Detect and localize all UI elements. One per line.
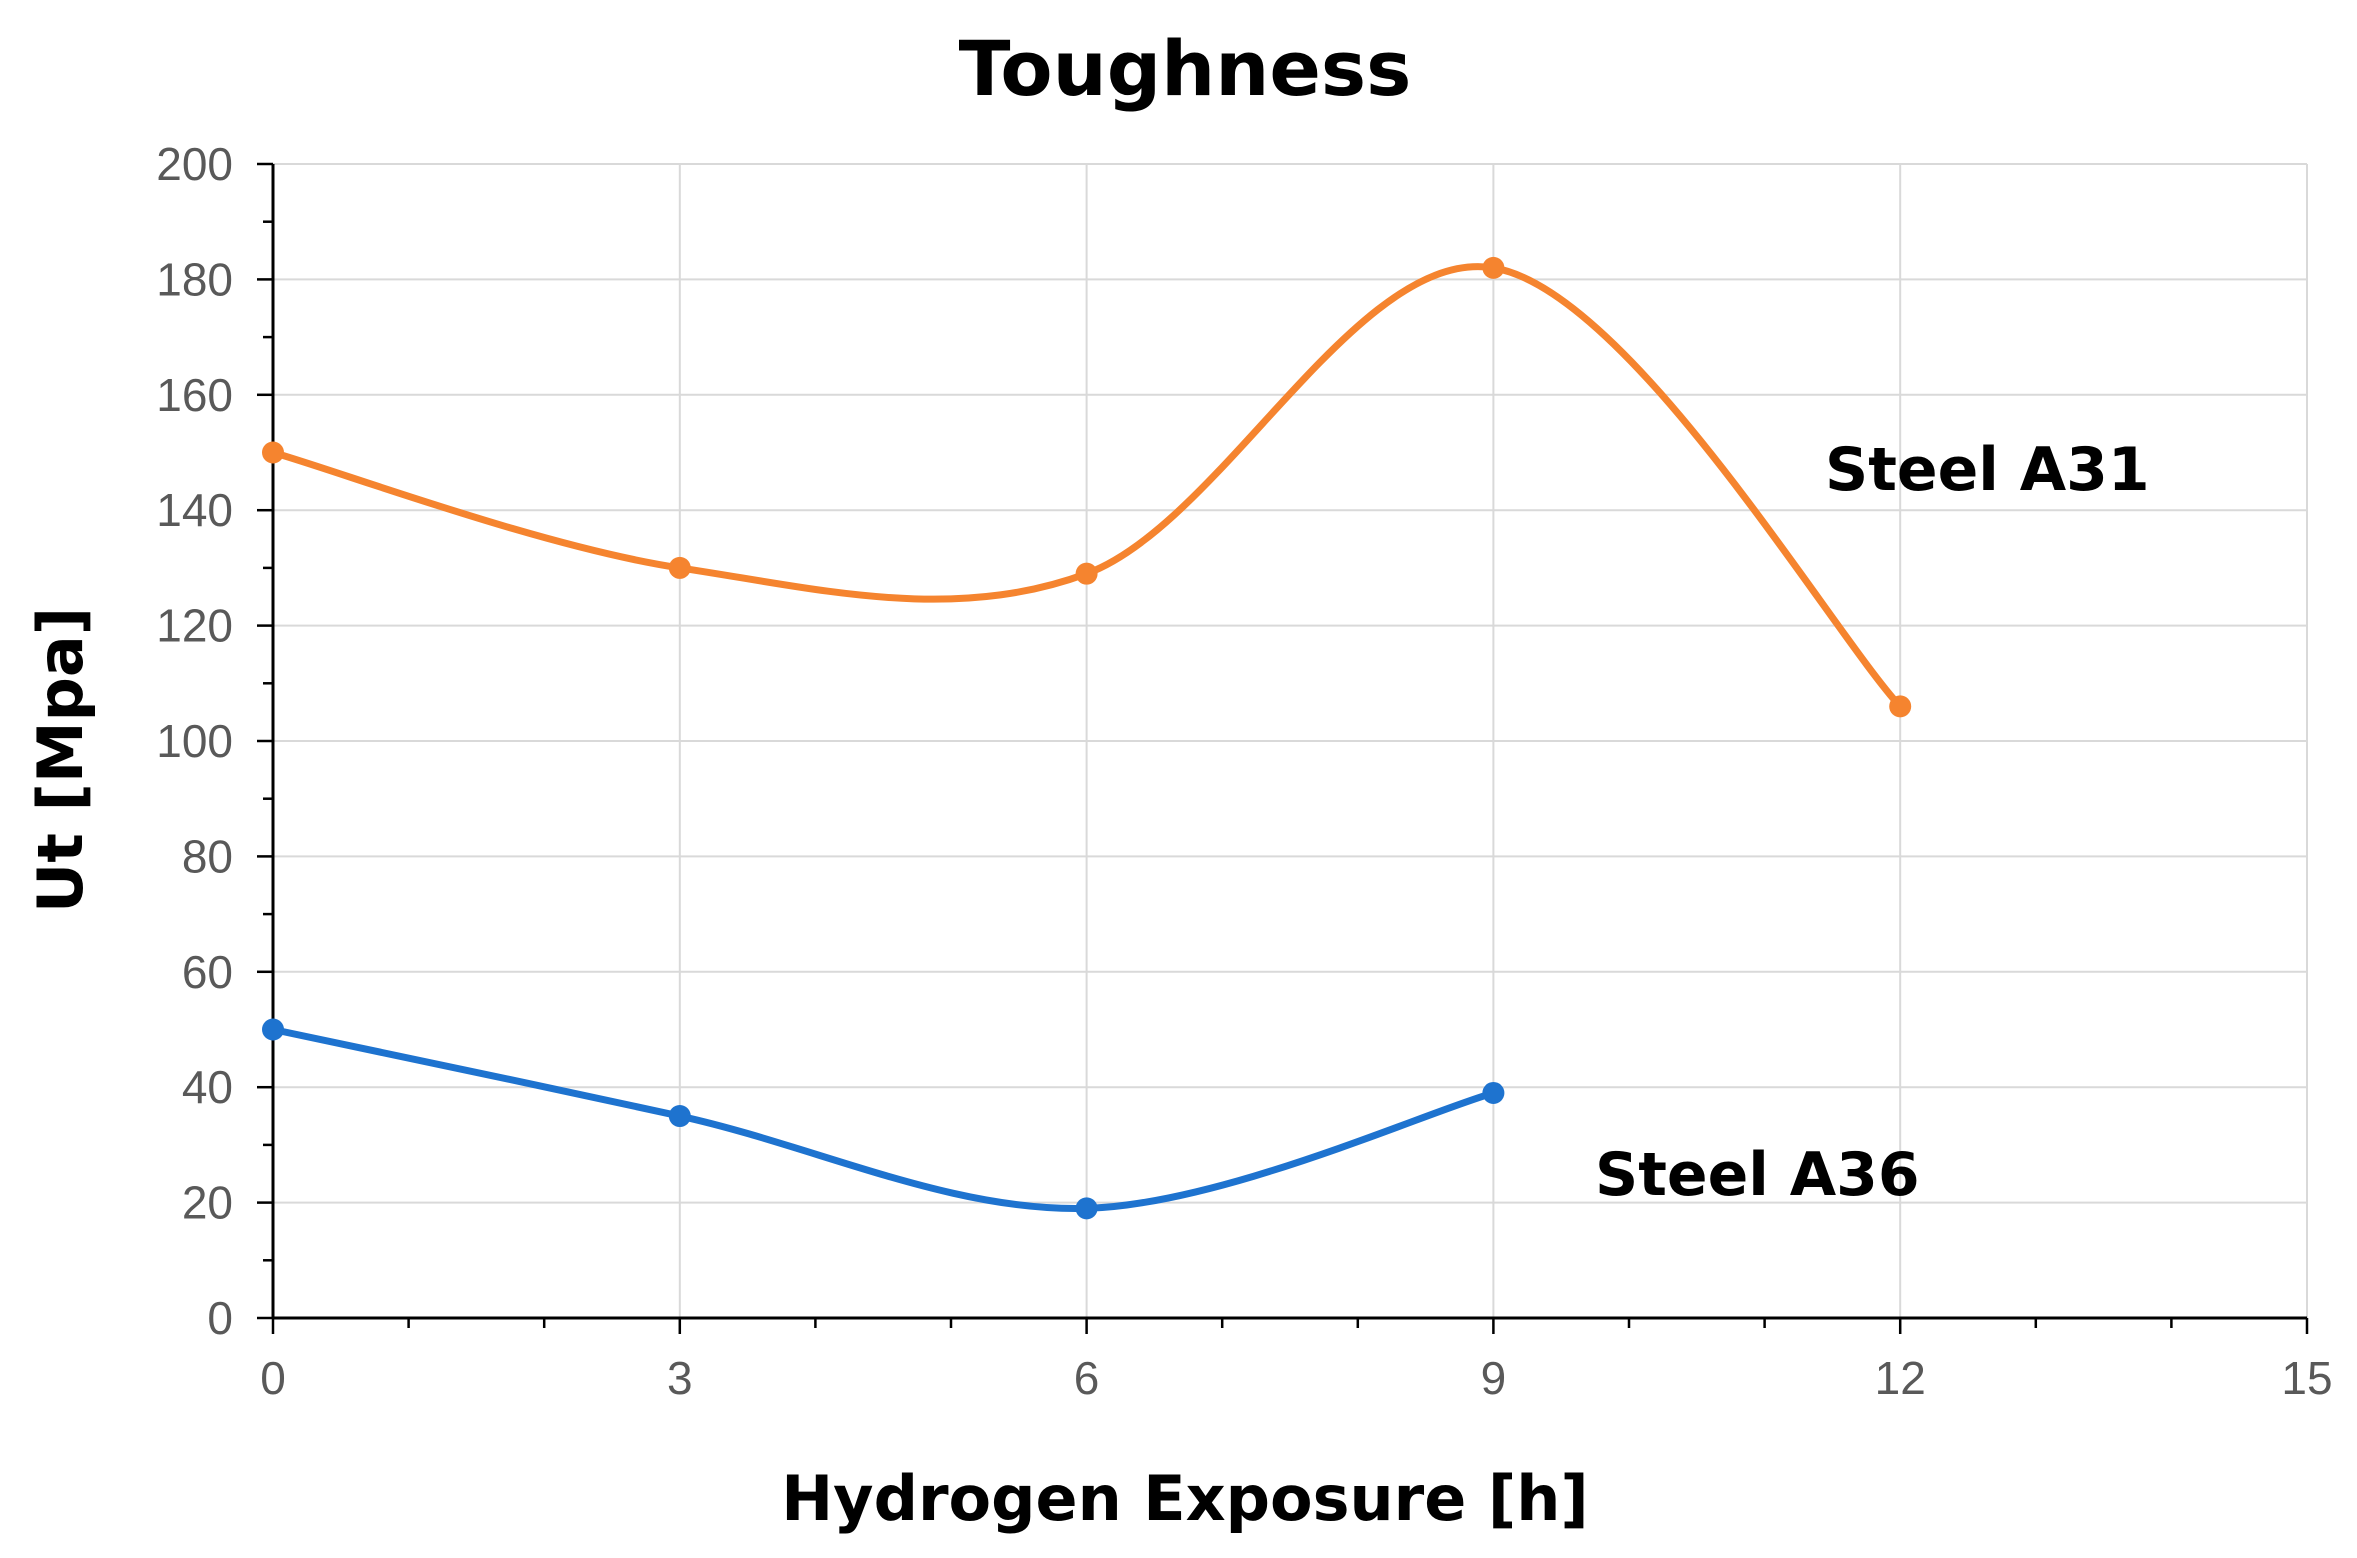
data-point-steel-a31-6 — [1075, 562, 1098, 585]
data-point-steel-a31-0 — [262, 441, 284, 464]
series-line-steel-a36 — [269, 1026, 1497, 1212]
data-point-steel-a31-9 — [1482, 256, 1505, 279]
x-tick-label-3: 3 — [667, 1352, 693, 1404]
axis-layer — [257, 162, 2309, 1334]
y-tick-label-160: 160 — [156, 369, 233, 421]
y-tick-label-120: 120 — [156, 600, 233, 652]
y-tick-label-40: 40 — [182, 1061, 233, 1113]
series-layer — [262, 256, 1912, 1220]
y-tick-label-140: 140 — [156, 484, 233, 536]
y-tick-label-200: 200 — [156, 138, 233, 190]
series-label-steel-a31: Steel A31 — [1825, 435, 2150, 505]
series-label-steel-a36: Steel A36 — [1595, 1140, 1920, 1210]
x-axis-label: Hydrogen Exposure [h] — [781, 1462, 1588, 1535]
y-tick-label-0: 0 — [207, 1292, 233, 1344]
y-tick-label-100: 100 — [156, 715, 233, 767]
y-tick-label-60: 60 — [182, 946, 233, 998]
data-point-steel-a31-3 — [668, 556, 691, 579]
y-tick-label-180: 180 — [156, 253, 233, 305]
y-axis-label: Ut [Mpa] — [24, 607, 97, 913]
x-tick-label-15: 15 — [2281, 1352, 2332, 1404]
y-tick-label-20: 20 — [182, 1177, 233, 1229]
data-point-steel-a36-6 — [1075, 1197, 1098, 1220]
series-line-steel-a31 — [269, 263, 1904, 710]
y-tick-label-80: 80 — [182, 830, 233, 882]
x-tick-label-6: 6 — [1074, 1352, 1100, 1404]
tick-label-layer: 0 20 40 60 80 100 120 140 160 180 200 0 3 6 9 12 15 — [156, 138, 2332, 1404]
x-tick-label-12: 12 — [1875, 1352, 1926, 1404]
grid-layer — [273, 163, 2308, 1318]
x-tick-label-9: 9 — [1481, 1352, 1507, 1404]
chart-title: Toughness — [959, 24, 1412, 113]
data-point-steel-a36-0 — [262, 1018, 284, 1041]
data-point-steel-a36-9 — [1482, 1081, 1505, 1104]
x-tick-label-0: 0 — [260, 1352, 286, 1404]
data-point-steel-a36-3 — [668, 1105, 691, 1128]
data-point-steel-a31-12 — [1889, 695, 1912, 718]
